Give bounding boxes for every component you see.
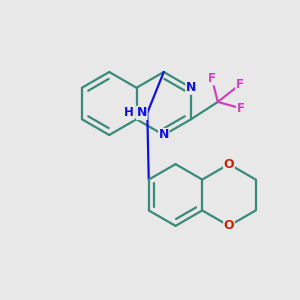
Text: F: F — [236, 102, 244, 115]
Text: F: F — [208, 72, 216, 85]
Text: O: O — [224, 219, 234, 232]
Text: N: N — [137, 106, 147, 119]
Text: N: N — [159, 128, 169, 142]
Text: H: H — [124, 106, 134, 119]
Text: N: N — [186, 81, 196, 94]
Text: F: F — [236, 78, 244, 91]
Text: O: O — [224, 158, 234, 171]
